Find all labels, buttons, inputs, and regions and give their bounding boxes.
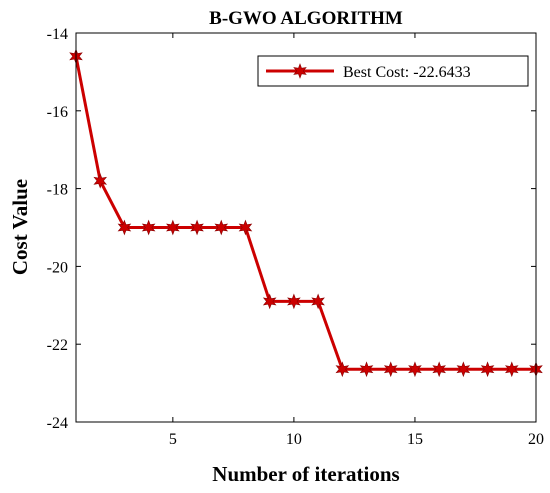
y-tick-label: -24 <box>47 415 68 432</box>
chart-title: B-GWO ALGORITHM <box>209 8 403 29</box>
x-tick-label: 15 <box>407 431 423 448</box>
data-point <box>166 219 180 236</box>
data-point <box>383 361 398 378</box>
data-point <box>408 361 422 378</box>
data-point <box>190 219 204 236</box>
legend-marker <box>293 63 307 79</box>
data-point <box>262 293 277 310</box>
data-point <box>311 293 325 310</box>
y-tick-label: -18 <box>47 182 68 199</box>
data-point <box>93 172 108 189</box>
data-point <box>238 219 253 236</box>
data-point <box>335 361 350 378</box>
y-tick-label: -14 <box>47 26 68 43</box>
y-tick-label: -22 <box>47 337 68 354</box>
x-axis-label: Number of iterations <box>212 462 399 486</box>
data-point <box>480 361 495 378</box>
series-line <box>74 56 536 371</box>
y-axis-ticks: -14 -16 -18 -20 -22 -24 <box>47 26 536 432</box>
legend: Best Cost: -22.6433 <box>257 55 529 87</box>
data-point <box>456 361 471 378</box>
data-point <box>504 361 519 378</box>
x-tick-label: 10 <box>286 431 302 448</box>
data-point <box>214 219 229 236</box>
y-axis-label: Cost Value <box>8 179 32 275</box>
data-point <box>359 361 374 378</box>
data-point <box>432 361 446 378</box>
plot-frame <box>75 32 537 423</box>
data-point <box>141 219 156 236</box>
x-tick-label: 20 <box>528 431 544 448</box>
x-axis-ticks: 5 10 15 20 <box>169 33 544 448</box>
legend-label: Best Cost: -22.6433 <box>343 64 471 81</box>
data-point <box>287 293 301 310</box>
y-tick-label: -16 <box>47 104 68 121</box>
y-tick-label: -20 <box>47 259 68 276</box>
series-layer <box>69 48 543 378</box>
x-tick-label: 5 <box>169 431 177 448</box>
data-point <box>117 219 132 236</box>
